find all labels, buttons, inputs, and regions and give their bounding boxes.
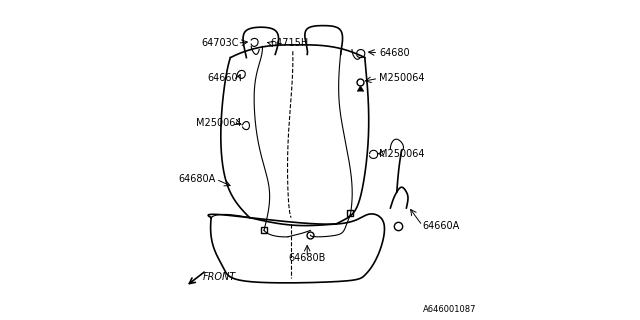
- Text: 64680B: 64680B: [289, 252, 326, 263]
- Text: M250064: M250064: [380, 148, 425, 159]
- Text: FRONT: FRONT: [204, 272, 236, 282]
- Text: M250064: M250064: [380, 73, 425, 84]
- Text: 64680A: 64680A: [179, 174, 216, 184]
- Text: M250064: M250064: [196, 118, 242, 128]
- Text: 64660A: 64660A: [422, 220, 460, 231]
- Text: 64703C: 64703C: [201, 38, 239, 48]
- Text: 64680: 64680: [380, 48, 410, 58]
- Text: 64715H: 64715H: [270, 38, 308, 48]
- Text: A646001087: A646001087: [423, 305, 477, 314]
- Text: 64660: 64660: [208, 73, 239, 84]
